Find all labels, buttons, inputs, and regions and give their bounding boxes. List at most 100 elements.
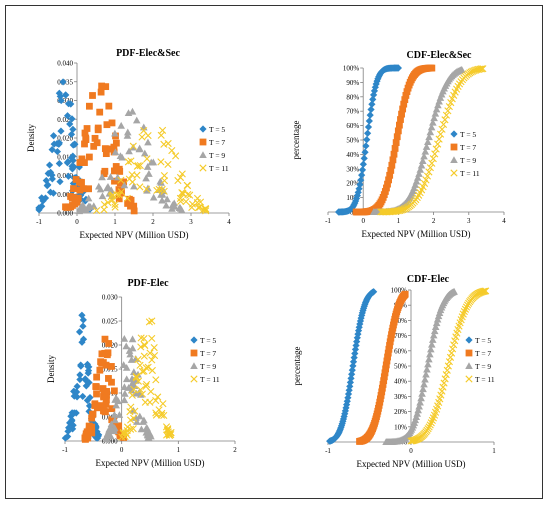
x-tick-label: 3	[467, 217, 471, 225]
data-point	[387, 334, 395, 342]
data-point	[388, 161, 396, 169]
data-point	[397, 116, 404, 123]
x-tick-label: 0	[75, 218, 79, 226]
data-point	[68, 115, 76, 123]
data-point	[109, 191, 117, 199]
data-point	[382, 365, 390, 373]
x-axis-label: Expected NPV (Million USD)	[79, 230, 188, 240]
data-point	[178, 170, 186, 178]
data-point	[355, 185, 363, 193]
x-tick-label: 2	[432, 217, 436, 225]
y-tick-label: 0.025	[102, 318, 118, 326]
data-point	[144, 138, 152, 146]
data-point	[91, 432, 99, 441]
series-2	[382, 287, 458, 445]
x-tick-label: 3	[189, 218, 193, 226]
data-point	[358, 166, 367, 174]
data-point	[383, 184, 390, 192]
data-point	[380, 373, 388, 381]
data-point	[137, 343, 145, 351]
data-point	[77, 361, 85, 369]
data-point	[115, 428, 123, 436]
y-tick-label: 80%	[394, 317, 407, 325]
data-point	[421, 147, 430, 155]
data-point	[442, 371, 450, 379]
data-point	[49, 132, 58, 140]
data-point	[137, 425, 146, 433]
data-point	[68, 165, 77, 173]
data-point	[78, 155, 86, 163]
data-point	[416, 165, 425, 173]
data-point	[183, 182, 192, 190]
data-point	[428, 336, 437, 343]
data-point	[425, 355, 433, 363]
legend-label: T = 5	[475, 336, 491, 345]
data-point	[71, 140, 79, 149]
data-point	[79, 316, 87, 324]
legend-label: T = 11	[200, 375, 220, 384]
legend-label: T = 7	[209, 138, 225, 147]
data-point	[202, 207, 210, 215]
chart-0: PDF-Elec&Sec-1012340.0000.0050.0100.0150…	[26, 48, 231, 240]
legend-marker	[190, 336, 198, 344]
data-point	[50, 140, 58, 148]
data-point	[351, 345, 360, 354]
data-point	[386, 342, 393, 349]
data-point	[98, 82, 106, 90]
data-point	[364, 123, 373, 131]
data-point	[428, 159, 436, 167]
data-point	[159, 400, 167, 408]
x-tick-label: 2	[151, 218, 155, 226]
x-tick-label: 2	[233, 446, 237, 454]
data-point	[148, 317, 156, 325]
data-point	[176, 194, 185, 202]
data-point	[140, 367, 148, 375]
data-point	[440, 379, 448, 387]
data-point	[415, 170, 423, 177]
chart-title: CDF-Elec	[407, 274, 450, 285]
data-point	[67, 130, 76, 138]
chart-title: PDF-Elec&Sec	[116, 48, 180, 59]
data-point	[461, 305, 470, 313]
series-3	[118, 317, 175, 441]
x-tick-label: 1	[492, 447, 496, 455]
data-point	[94, 124, 102, 132]
data-point	[152, 411, 161, 419]
data-point	[78, 311, 86, 319]
data-point	[424, 138, 432, 145]
data-point	[64, 100, 73, 108]
data-point	[57, 96, 65, 105]
data-point	[46, 188, 55, 196]
data-point	[126, 350, 134, 358]
data-point	[382, 361, 390, 369]
x-tick-label: 4	[227, 218, 231, 226]
x-tick-label: 0	[409, 447, 413, 455]
data-point	[422, 370, 430, 378]
legend-label: T = 11	[209, 164, 229, 173]
data-point	[128, 107, 137, 115]
y-tick-label: 10%	[346, 194, 359, 202]
data-point	[344, 390, 353, 398]
legend-marker	[190, 349, 198, 357]
data-point	[413, 173, 422, 181]
data-point	[82, 136, 90, 144]
data-point	[123, 194, 131, 202]
data-point	[396, 121, 403, 129]
y-tick-label: 0.030	[57, 97, 73, 105]
data-point	[98, 173, 106, 181]
data-point	[419, 385, 427, 393]
data-point	[389, 156, 397, 164]
data-point	[362, 142, 370, 150]
data-point	[103, 388, 110, 395]
data-point	[122, 342, 131, 350]
data-point	[129, 425, 137, 433]
data-point	[69, 194, 77, 202]
data-point	[428, 64, 436, 72]
data-point	[420, 152, 428, 160]
data-point	[441, 116, 449, 124]
y-tick-label: 60%	[346, 122, 359, 130]
data-point	[182, 197, 190, 206]
series-1	[352, 64, 436, 216]
x-axis-label: Expected NPV (Million USD)	[356, 459, 465, 469]
data-point	[356, 180, 364, 189]
